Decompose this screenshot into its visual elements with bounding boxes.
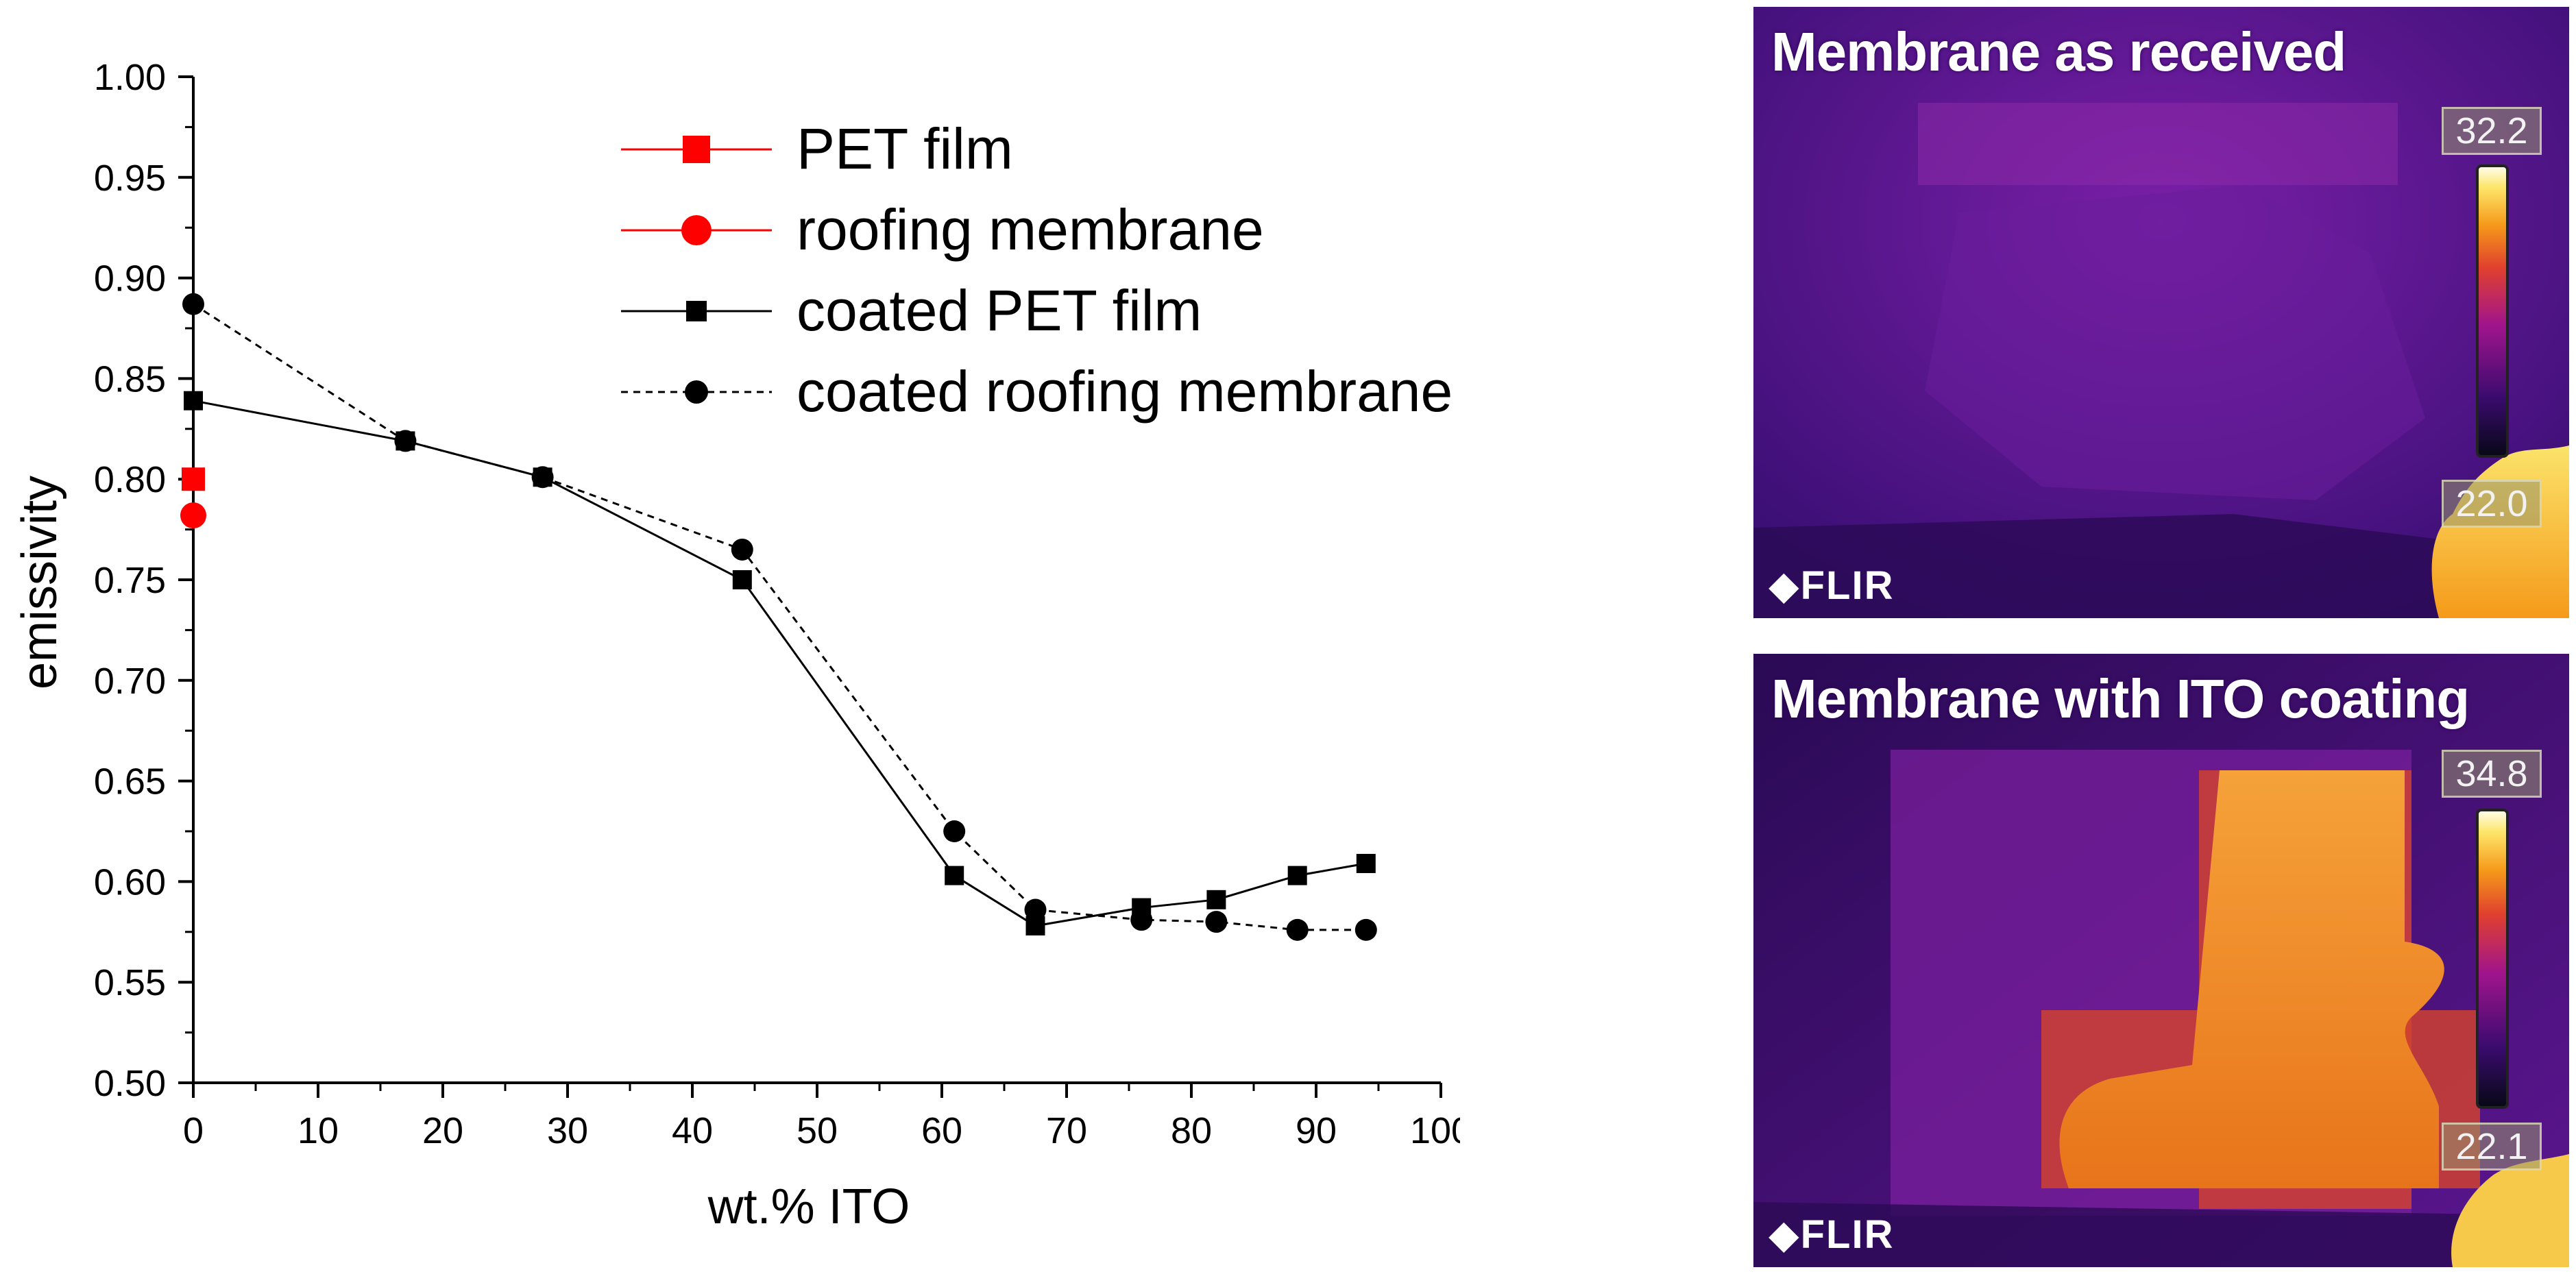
x-tick-label: 90 <box>1296 1110 1337 1151</box>
data-point <box>1024 898 1047 921</box>
x-tick-label: 10 <box>297 1110 339 1151</box>
thermal-image-ito-coated: Membrane with ITO coating 34.8 22.1 ◆FLI… <box>1753 654 2569 1267</box>
x-tick-label: 30 <box>547 1110 588 1151</box>
y-tick-label: 0.80 <box>94 459 166 500</box>
legend-marker <box>683 136 710 163</box>
scale-max-label: 34.8 <box>2442 750 2542 798</box>
x-axis-label: wt.% ITO <box>707 1179 910 1234</box>
legend-label: coated roofing membrane <box>797 359 1453 424</box>
legend-marker <box>681 215 712 245</box>
thermal-image-title: Membrane with ITO coating <box>1771 668 2470 729</box>
y-tick-label: 0.70 <box>94 661 166 702</box>
temperature-scale-bar <box>2476 164 2509 458</box>
flir-diamond-icon: ◆ <box>1769 563 1801 608</box>
y-tick-label: 0.85 <box>94 358 166 400</box>
scale-min-label: 22.0 <box>2442 480 2542 528</box>
data-point <box>531 466 554 489</box>
scale-max-label: 32.2 <box>2442 107 2542 155</box>
emissivity-chart: 0 10 20 30 40 50 60 70 80 90 100 0.50 0.55 0.60 0.65 0.… <box>12 57 1460 1234</box>
x-tick-label: 80 <box>1171 1110 1212 1151</box>
thermal-image-title: Membrane as received <box>1771 21 2346 82</box>
data-point <box>732 570 752 589</box>
y-tick-label: 0.75 <box>94 560 166 601</box>
y-axis-label: emissivity <box>12 476 67 689</box>
x-tick-label: 60 <box>921 1110 962 1151</box>
y-tick-label: 0.55 <box>94 962 166 1003</box>
legend-marker <box>686 301 707 321</box>
data-point <box>943 820 966 842</box>
x-tick-label: 50 <box>797 1110 838 1151</box>
thermal-scene <box>1753 654 2569 1267</box>
legend-label: coated PET film <box>797 278 1202 343</box>
data-point <box>184 391 203 411</box>
x-tick-label: 20 <box>422 1110 463 1151</box>
data-point <box>1286 918 1309 941</box>
chart-series <box>180 293 1377 941</box>
data-point <box>182 293 204 315</box>
data-point <box>1130 909 1153 931</box>
series-line <box>193 303 1366 931</box>
data-point <box>945 866 964 885</box>
y-tick-label: 0.60 <box>94 861 166 903</box>
y-tick-label: 0.90 <box>94 258 166 299</box>
y-tick-label: 0.50 <box>94 1063 166 1104</box>
thermal-image-as-received: Membrane as received 32.2 22.0 ◆FLIR <box>1753 7 2569 618</box>
legend-label: PET film <box>797 117 1013 181</box>
data-point <box>1354 918 1377 941</box>
chart-ticks: 0 10 20 30 40 50 60 70 80 90 100 0.50 0.55 0.60 0.65 0.… <box>94 57 1460 1151</box>
legend-marker <box>685 380 708 404</box>
data-point <box>182 467 205 491</box>
flir-logo: ◆FLIR <box>1769 563 1895 608</box>
y-tick-label: 1.00 <box>94 57 166 98</box>
data-point <box>1205 911 1228 933</box>
data-point <box>731 538 753 561</box>
flir-diamond-icon: ◆ <box>1769 1212 1801 1257</box>
y-tick-label: 0.65 <box>94 761 166 803</box>
temperature-scale-bar <box>2476 809 2509 1109</box>
x-tick-label: 0 <box>183 1110 204 1151</box>
x-tick-label: 70 <box>1046 1110 1087 1151</box>
data-point <box>1206 890 1226 909</box>
data-point <box>1356 853 1376 873</box>
chart-legend: PET film roofing membrane coated PET film c… <box>621 117 1453 424</box>
data-point <box>180 502 206 529</box>
y-tick-label: 0.95 <box>94 158 166 199</box>
scale-min-label: 22.1 <box>2442 1123 2542 1171</box>
data-point <box>394 430 417 452</box>
data-point <box>1287 866 1307 885</box>
series-line <box>193 400 1367 927</box>
x-tick-label: 40 <box>672 1110 713 1151</box>
thermal-scene <box>1753 7 2569 618</box>
legend-label: roofing membrane <box>797 197 1264 262</box>
x-tick-label: 100 <box>1410 1110 1460 1151</box>
flir-logo: ◆FLIR <box>1769 1212 1895 1257</box>
